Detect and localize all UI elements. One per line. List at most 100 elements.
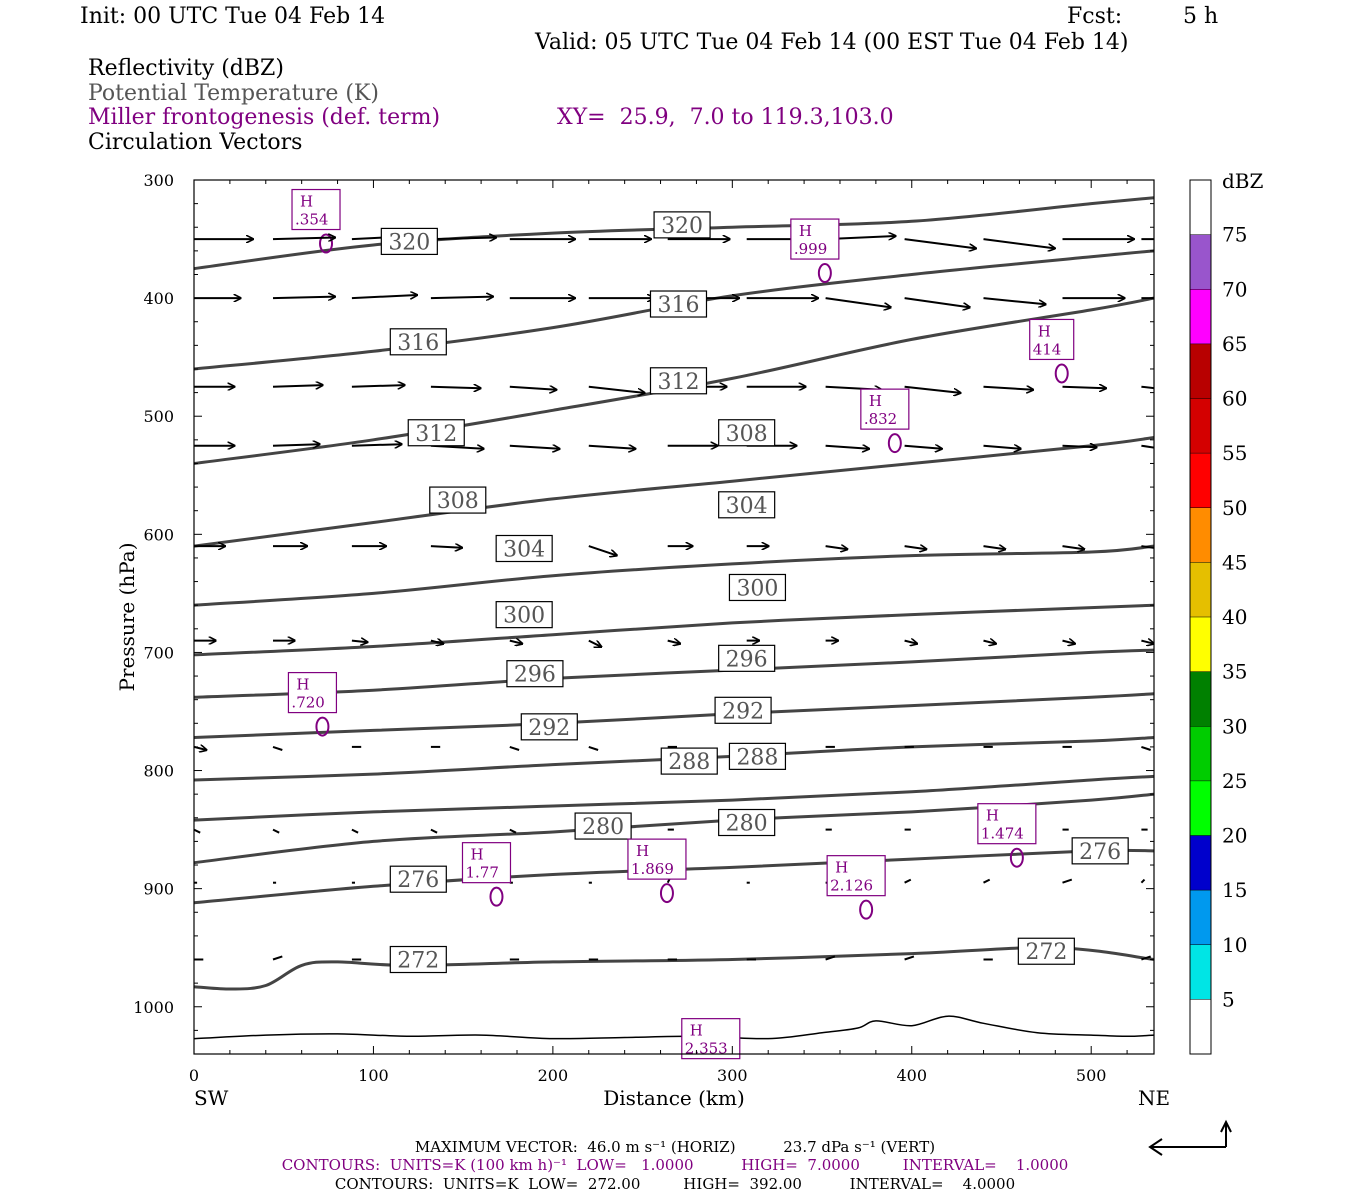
fronto-max-box — [977, 803, 1037, 845]
theta-label-288: 288 — [660, 747, 718, 775]
x-tick-label: 300 — [717, 1066, 748, 1085]
colorbar-segment — [1190, 726, 1211, 781]
colorbar-segment — [1190, 671, 1211, 727]
colorbar-label: 35 — [1222, 660, 1247, 684]
fronto-max-symbol: H — [1038, 322, 1051, 340]
fronto-max-symbol: H — [636, 842, 649, 860]
colorbar-segment — [1190, 343, 1211, 399]
theta-label-312: 312 — [407, 419, 465, 447]
theta-label-316: 316 — [389, 328, 447, 356]
fronto-max-.354: H.354 — [291, 188, 341, 231]
circulation-vector — [430, 297, 493, 299]
fronto-max-symbol: H — [835, 859, 848, 877]
fronto-max-box — [291, 188, 341, 231]
colorbar-label: 40 — [1222, 605, 1247, 629]
circulation-vector — [430, 238, 496, 240]
fronto-contour — [1054, 363, 1069, 384]
theta-label-box — [649, 367, 708, 395]
y-tick-label: 500 — [143, 407, 174, 426]
circulation-vector — [509, 641, 522, 644]
theta-label-292: 292 — [714, 696, 772, 724]
fronto-max-symbol: H — [986, 807, 999, 825]
colorbar-segment — [1190, 835, 1211, 891]
theta-label-text: 316 — [657, 293, 699, 318]
theta-label-text: 280 — [582, 815, 624, 840]
fronto-max-value: 2.353 — [685, 1040, 728, 1058]
circulation-vector — [983, 446, 1021, 449]
theta-label-300: 300 — [728, 573, 787, 602]
circulation-vector — [194, 828, 201, 834]
fronto-max-box — [627, 838, 687, 880]
fronto-max-value: 2.126 — [830, 877, 873, 895]
theta-label-320: 320 — [380, 227, 438, 255]
colorbar-label: 75 — [1222, 223, 1247, 247]
theta-label-text: 312 — [657, 370, 699, 395]
fronto-contour — [817, 263, 832, 284]
y-tick-label: 600 — [143, 525, 174, 544]
fronto-max-symbol: H — [690, 1022, 703, 1040]
x-axis-left-label: SW — [194, 1086, 229, 1110]
theta-contour-272 — [194, 946, 1154, 991]
circulation-vector — [272, 745, 283, 751]
colorbar-title: dBZ — [1222, 169, 1264, 193]
theta-label-292: 292 — [520, 713, 578, 741]
theta-label-272: 272 — [1017, 937, 1075, 965]
circulation-vector — [272, 238, 335, 240]
fronto-max-symbol: H — [296, 676, 309, 694]
circulation-vector — [1141, 745, 1152, 751]
circulation-vector — [904, 238, 976, 248]
circulation-vector — [272, 385, 323, 387]
circulation-vector — [1062, 446, 1097, 448]
circulation-vector — [430, 546, 462, 548]
x-axis-right-label: NE — [1138, 1086, 1170, 1110]
circulation-vector — [983, 297, 1046, 304]
legend-xy-coordinates: XY= 25.9, 7.0 to 119.3,103.0 — [557, 105, 894, 130]
theta-label-box — [407, 419, 465, 447]
colorbar-segment — [1190, 289, 1211, 344]
fronto-max-value: 1.474 — [981, 825, 1024, 843]
circulation-vector — [983, 238, 1055, 248]
fronto-max-value: 1.77 — [465, 864, 498, 882]
circulation-vector — [825, 546, 848, 549]
circulation-vector — [904, 297, 970, 307]
y-tick-label: 400 — [143, 289, 174, 308]
fronto-contour — [659, 883, 674, 904]
fronto-contour — [315, 716, 330, 737]
circulation-vector — [825, 446, 869, 449]
theta-label-300: 300 — [495, 601, 553, 629]
fronto-max-symbol: H — [470, 846, 483, 864]
forecast-hour: 5 h — [1183, 4, 1219, 29]
theta-label-text: 296 — [726, 647, 768, 672]
fronto-max-value: .999 — [794, 240, 827, 258]
circulation-vector — [588, 545, 617, 555]
circulation-vector — [1141, 545, 1154, 549]
colorbar-segment — [1190, 780, 1211, 836]
colorbar-label: 25 — [1222, 769, 1247, 793]
theta-label-text: 320 — [388, 230, 430, 255]
theta-contour-276 — [194, 848, 1154, 905]
theta-label-280: 280 — [574, 812, 632, 840]
y-tick-label: 700 — [143, 643, 174, 662]
fronto-contour — [887, 433, 902, 454]
fronto-max-symbol: H — [869, 392, 882, 410]
circulation-vector — [1062, 878, 1073, 884]
plot-frame — [193, 179, 1155, 1055]
circulation-vector — [430, 641, 443, 644]
legend-frontogenesis: Miller frontogenesis (def. term) — [88, 105, 441, 130]
fronto-max-box — [461, 842, 512, 884]
y-tick-label: 900 — [143, 880, 174, 899]
forecast-label: Fcst: — [1067, 4, 1123, 29]
theta-label-text: 276 — [1079, 840, 1121, 865]
theta-label-text: 316 — [397, 331, 439, 356]
fronto-max-symbol: H — [799, 222, 812, 240]
theta-label-box — [520, 713, 578, 741]
circulation-vector — [272, 955, 283, 961]
theta-label-box — [728, 573, 787, 602]
fronto-max-value: .354 — [295, 211, 328, 229]
circulation-vector — [1062, 641, 1075, 644]
fronto-max-symbol: H — [300, 193, 313, 211]
theta-label-box — [718, 419, 776, 447]
legend-circulation: Circulation Vectors — [88, 130, 303, 155]
colorbar-label: 45 — [1222, 550, 1247, 574]
